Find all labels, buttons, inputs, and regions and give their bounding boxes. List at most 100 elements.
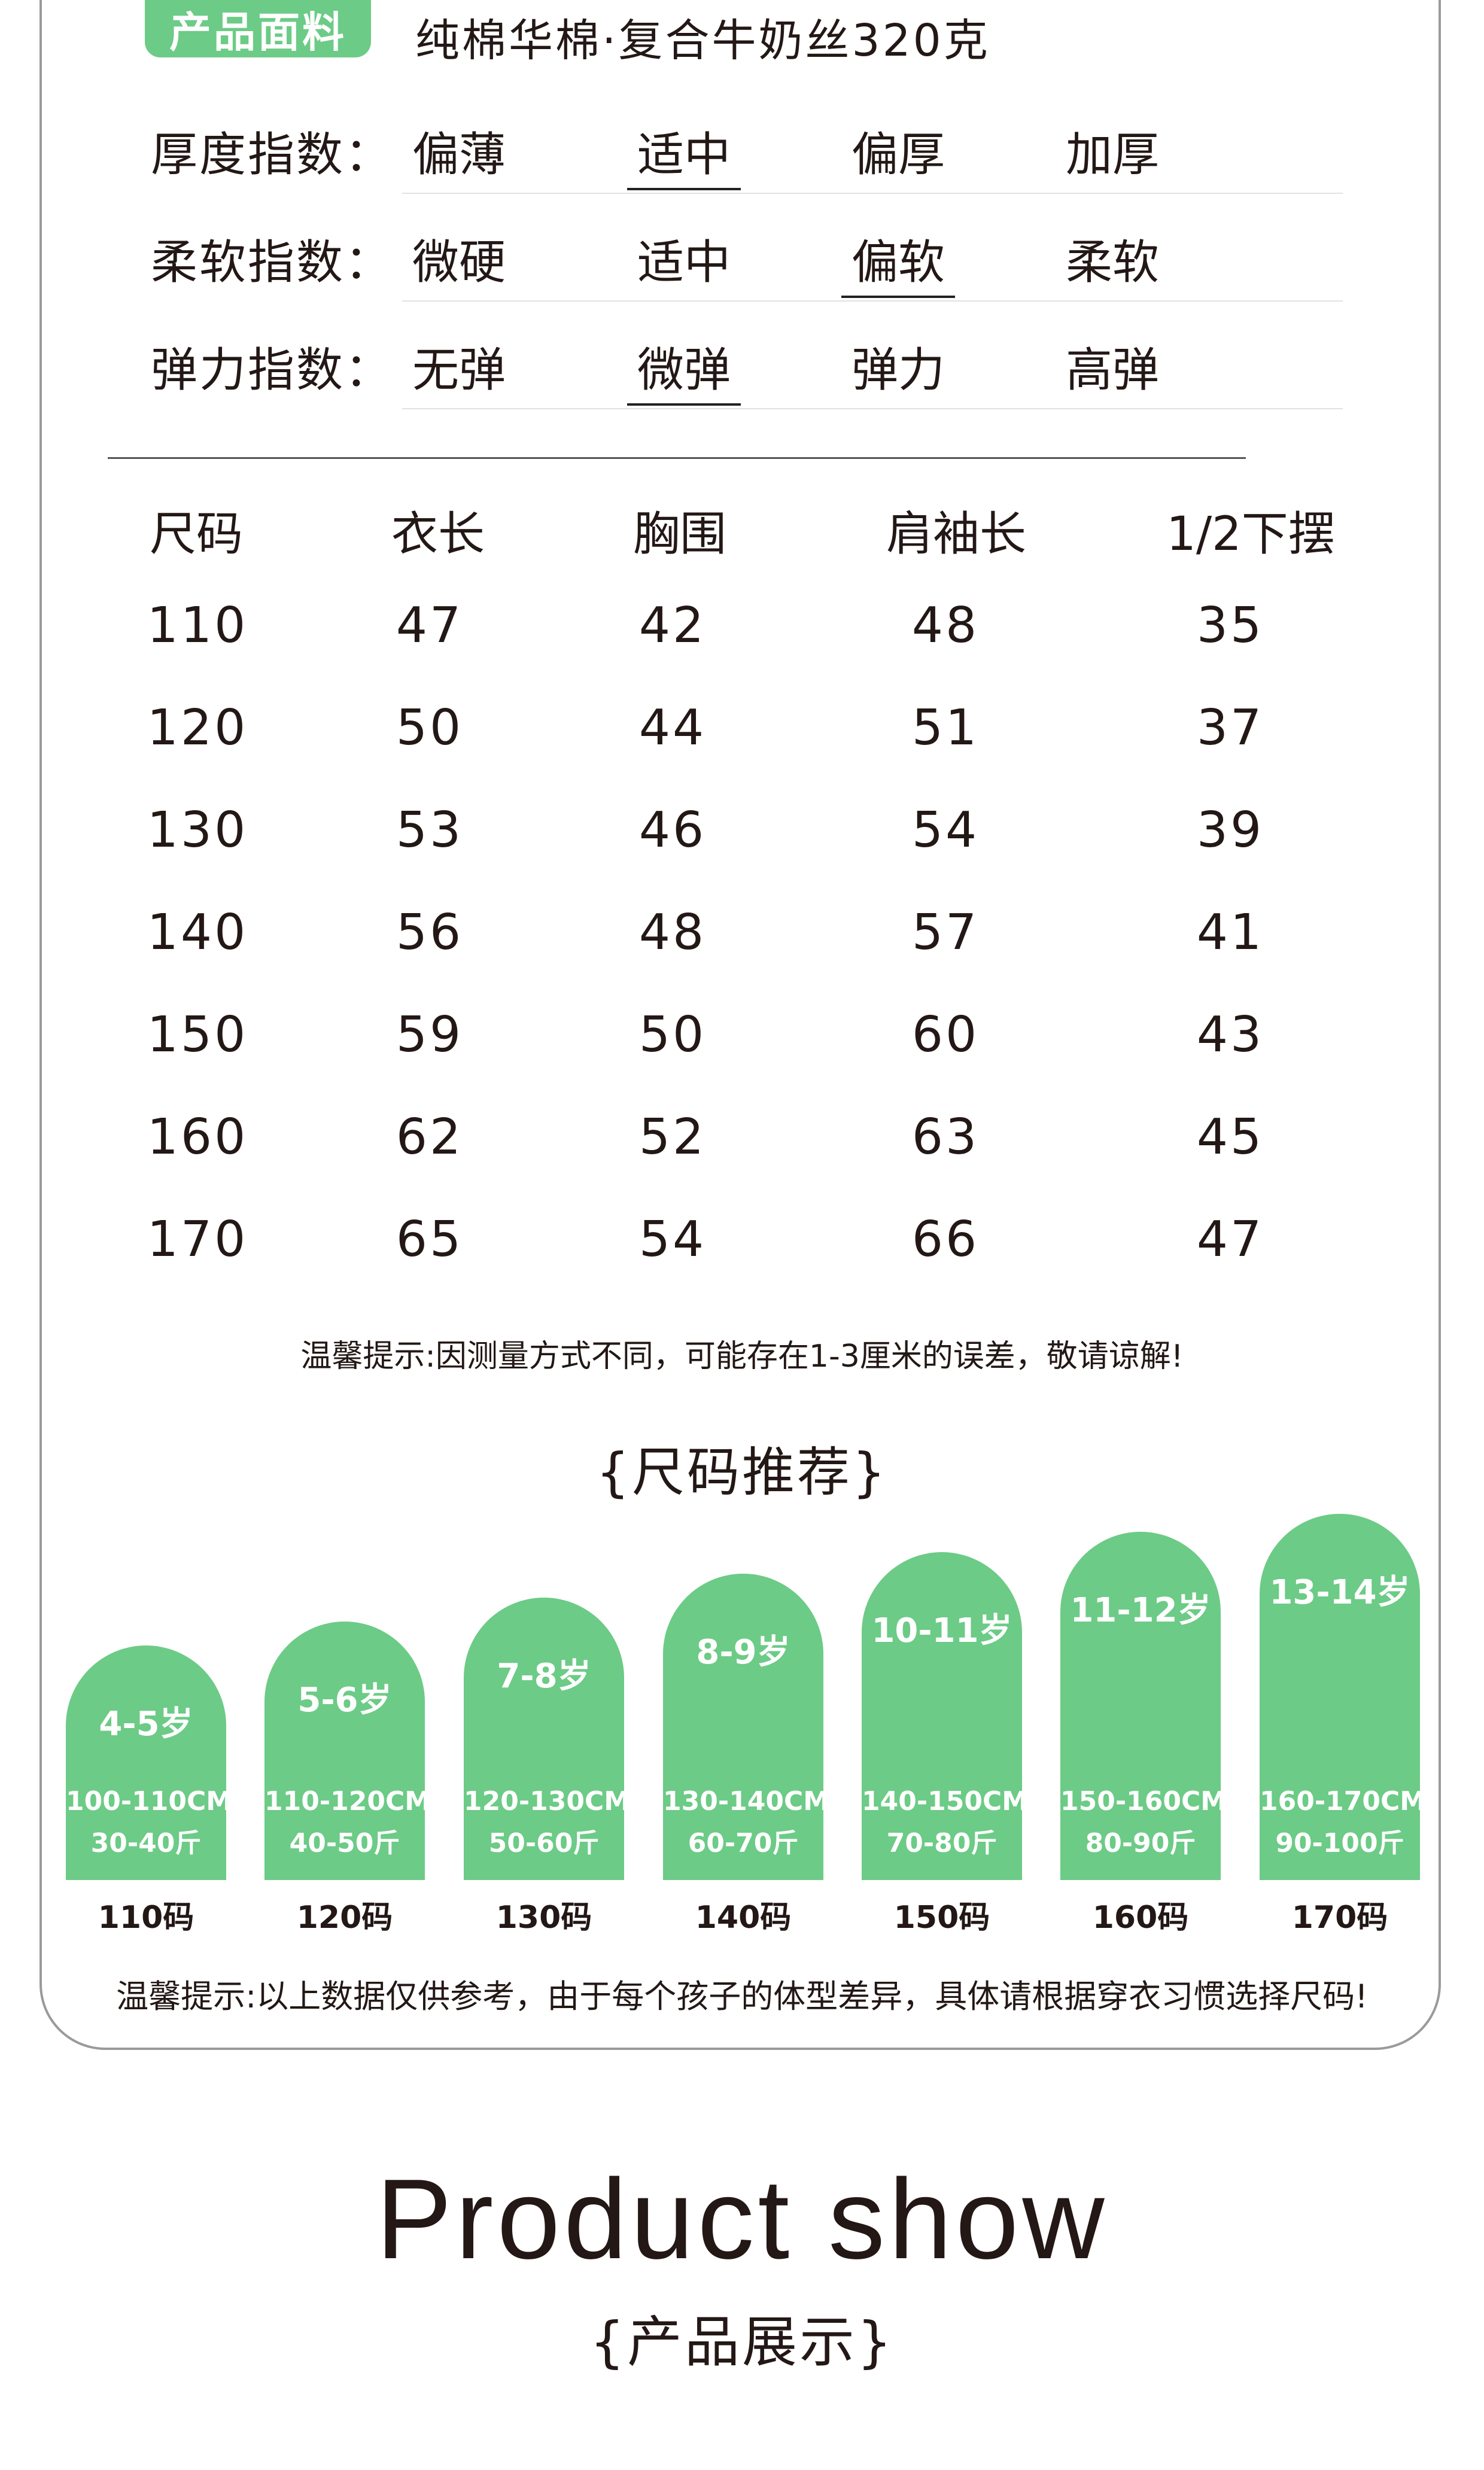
size-card-code: 140码: [695, 1900, 792, 1936]
size-card: 5-6岁 110-120CM 40-50斤: [264, 1622, 431, 1880]
index-underline: [402, 408, 1343, 409]
product-show-title: Product show: [376, 2156, 1108, 2283]
size-table-cell: 44: [638, 699, 707, 756]
size-table-cell: 160: [147, 1109, 248, 1166]
index-label: 弹力指数：: [151, 343, 394, 397]
size-table-cell: 50: [638, 1006, 707, 1063]
size-card-weight: 80-90斤: [1085, 1828, 1196, 1858]
section-divider: [108, 457, 1246, 459]
size-card-age: 8-9岁: [696, 1633, 790, 1672]
size-table-cell: 41: [1196, 904, 1264, 961]
size-card-code: 150码: [893, 1900, 990, 1936]
size-card-height: 100-110CM: [66, 1786, 233, 1817]
index-underline: [402, 300, 1343, 302]
size-table-cell: 47: [396, 597, 464, 654]
size-card-weight: 50-60斤: [488, 1828, 600, 1858]
size-card: 11-12岁 150-160CM 80-90斤: [1060, 1532, 1227, 1880]
index-option: 柔软: [1065, 236, 1159, 290]
size-table-cell: 54: [638, 1211, 707, 1268]
index-row: 柔软指数： 微硬 适中 偏软 柔软: [151, 225, 1343, 315]
size-card-age: 5-6岁: [297, 1681, 392, 1720]
size-table-header: 尺码: [149, 507, 244, 561]
size-table-header: 1/2下摆: [1166, 507, 1335, 561]
index-option: 高弹: [1065, 343, 1159, 397]
size-table-cell: 54: [911, 802, 980, 859]
size-table-cell: 110: [147, 597, 248, 654]
size-card-code: 160码: [1092, 1900, 1189, 1936]
size-table-cell: 37: [1196, 699, 1264, 756]
size-card: 13-14岁 160-170CM 90-100斤: [1260, 1514, 1427, 1880]
index-option: 偏薄: [412, 128, 506, 182]
size-card-weight: 60-70斤: [688, 1828, 799, 1858]
size-card-age: 10-11岁: [871, 1611, 1012, 1650]
size-card: 10-11岁 140-150CM 70-80斤: [862, 1552, 1029, 1880]
index-option: 加厚: [1065, 128, 1159, 182]
size-card-height: 160-170CM: [1260, 1786, 1427, 1817]
index-option-selected: 偏软: [841, 225, 955, 298]
index-label: 厚度指数：: [151, 128, 394, 182]
size-table-cell: 59: [396, 1006, 464, 1063]
index-option-selected: 适中: [627, 117, 741, 190]
size-table-cell: 52: [638, 1109, 707, 1166]
size-card-weight: 40-50斤: [289, 1828, 400, 1858]
index-option: 偏厚: [851, 128, 945, 182]
size-table-header: 衣长: [391, 507, 485, 561]
index-option: 无弹: [412, 343, 506, 397]
index-underline: [402, 193, 1343, 194]
size-table-cell: 66: [911, 1211, 980, 1268]
size-table-cell: 42: [638, 597, 707, 654]
size-table-cell: 63: [911, 1109, 980, 1166]
fabric-tag: 产品面料: [145, 0, 371, 57]
size-card-age: 13-14岁: [1269, 1573, 1410, 1612]
size-table-cell: 48: [638, 904, 707, 961]
size-table-header: 胸围: [632, 507, 727, 561]
size-table-cell: 56: [396, 904, 464, 961]
measure-tip: 温馨提示:因测量方式不同，可能存在1-3厘米的误差，敬请谅解!: [300, 1339, 1184, 1374]
size-table-cell: 35: [1196, 597, 1264, 654]
size-table-cell: 57: [911, 904, 980, 961]
size-card-age: 7-8岁: [497, 1657, 591, 1696]
size-table-cell: 62: [396, 1109, 464, 1166]
size-card-weight: 70-80斤: [886, 1828, 998, 1858]
index-row: 厚度指数： 偏薄 适中 偏厚 加厚: [151, 117, 1343, 207]
size-table-cell: 53: [396, 802, 464, 859]
size-table-cell: 65: [396, 1211, 464, 1268]
size-card: 4-5岁 100-110CM 30-40斤: [66, 1645, 233, 1880]
size-table-cell: 46: [638, 802, 707, 859]
index-option: 适中: [637, 236, 731, 290]
size-card-code: 110码: [98, 1900, 194, 1936]
size-card: 8-9岁 130-140CM 60-70斤: [663, 1574, 830, 1880]
size-card-age: 11-12岁: [1070, 1591, 1211, 1630]
size-card-weight: 30-40斤: [90, 1828, 202, 1858]
index-option: 微硬: [412, 236, 506, 290]
size-table-header: 肩袖长: [886, 507, 1027, 561]
size-table-cell: 51: [911, 699, 980, 756]
size-card-age: 4-5岁: [99, 1705, 193, 1744]
size-card-code: 170码: [1291, 1900, 1388, 1936]
product-show-subtitle: {产品展示}: [589, 2310, 895, 2374]
index-option: 弹力: [851, 343, 945, 397]
size-table-cell: 50: [396, 699, 464, 756]
size-table-cell: 47: [1196, 1211, 1264, 1268]
size-card-height: 140-150CM: [862, 1786, 1029, 1817]
size-table-cell: 43: [1196, 1006, 1264, 1063]
size-card-height: 130-140CM: [663, 1786, 830, 1817]
size-card-code: 120码: [296, 1900, 393, 1936]
size-card-height: 150-160CM: [1060, 1786, 1227, 1817]
size-table-cell: 140: [147, 904, 248, 961]
size-card-height: 110-120CM: [264, 1786, 431, 1817]
size-table-cell: 120: [147, 699, 248, 756]
size-table-cell: 48: [911, 597, 980, 654]
size-card-height: 120-130CM: [464, 1786, 631, 1817]
index-option-selected: 微弹: [627, 333, 741, 406]
reference-tip: 温馨提示:以上数据仅供参考，由于每个孩子的体型差异，具体请根据穿衣习惯选择尺码!: [116, 1978, 1368, 2015]
size-table-cell: 170: [147, 1211, 248, 1268]
size-table-cell: 150: [147, 1006, 248, 1063]
size-chart-frame: [39, 0, 1441, 2050]
size-table-cell: 45: [1196, 1109, 1264, 1166]
size-card-code: 130码: [495, 1900, 592, 1936]
size-table-cell: 60: [911, 1006, 980, 1063]
size-table-cell: 130: [147, 802, 248, 859]
index-label: 柔软指数：: [151, 236, 394, 290]
index-row: 弹力指数： 无弹 微弹 弹力 高弹: [151, 333, 1343, 422]
